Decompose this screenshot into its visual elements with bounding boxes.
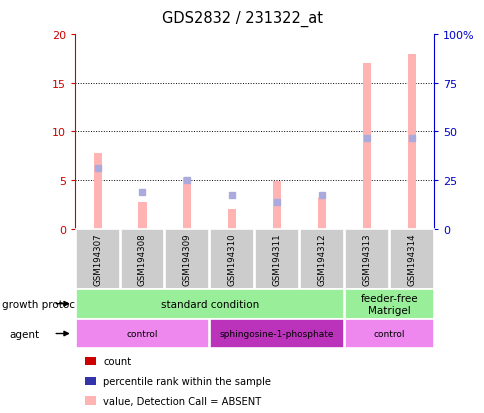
Text: percentile rank within the sample: percentile rank within the sample — [103, 376, 271, 386]
Text: GSM194311: GSM194311 — [272, 233, 281, 285]
Text: agent: agent — [10, 329, 40, 339]
Text: count: count — [103, 356, 131, 366]
Text: control: control — [126, 329, 158, 338]
Text: control: control — [373, 329, 404, 338]
Text: sphingosine-1-phosphate: sphingosine-1-phosphate — [219, 329, 333, 338]
Bar — [138, 202, 146, 229]
Text: growth protocol: growth protocol — [2, 299, 85, 309]
Text: GSM194307: GSM194307 — [93, 233, 102, 285]
Text: GSM194309: GSM194309 — [182, 233, 192, 285]
Text: GSM194312: GSM194312 — [317, 233, 326, 285]
Text: GSM194310: GSM194310 — [227, 233, 236, 285]
Bar — [407, 55, 415, 229]
Bar — [93, 154, 102, 229]
Text: GSM194308: GSM194308 — [137, 233, 147, 285]
Text: GSM194314: GSM194314 — [406, 233, 415, 285]
Bar — [272, 182, 281, 229]
Bar — [317, 198, 325, 229]
Bar — [227, 210, 236, 229]
Text: feeder-free
Matrigel: feeder-free Matrigel — [360, 293, 417, 315]
Bar — [183, 178, 191, 229]
Bar — [362, 64, 370, 229]
Text: GDS2832 / 231322_at: GDS2832 / 231322_at — [162, 10, 322, 26]
Text: value, Detection Call = ABSENT: value, Detection Call = ABSENT — [103, 396, 261, 406]
Text: GSM194313: GSM194313 — [362, 233, 371, 285]
Text: standard condition: standard condition — [160, 299, 258, 309]
